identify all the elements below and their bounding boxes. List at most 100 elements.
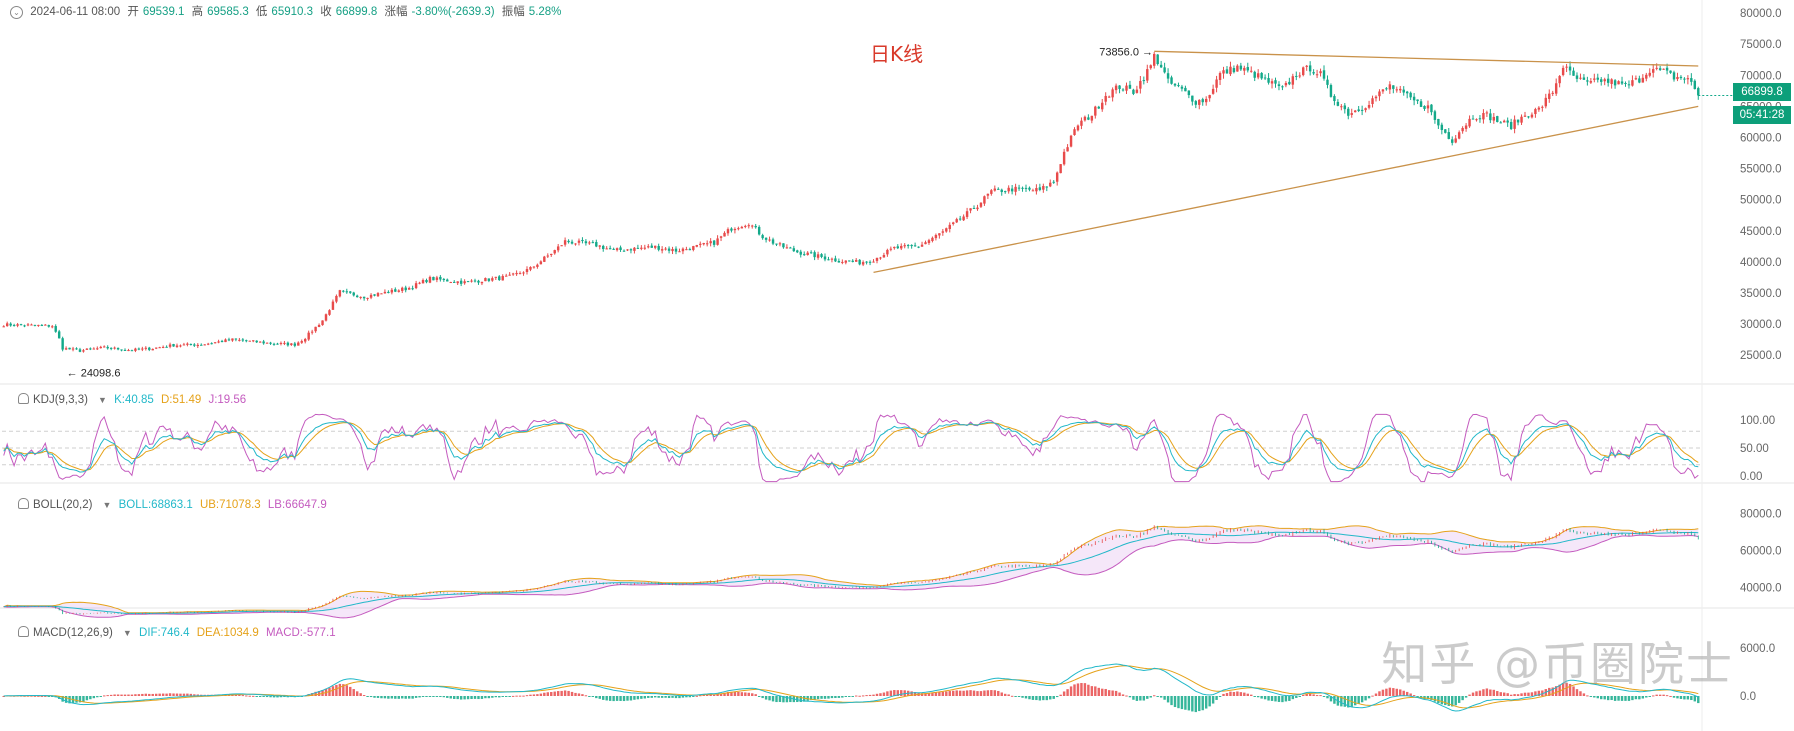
candle-body <box>903 245 906 247</box>
macd-hist-bar <box>522 695 525 697</box>
macd-hist-bar <box>653 696 657 698</box>
macd-hist-bar <box>761 696 764 699</box>
macd-hist-bar <box>1218 696 1222 697</box>
candle-body <box>567 240 570 243</box>
macd-dif: DIF:746.4 <box>139 627 190 639</box>
candle-body <box>633 247 636 251</box>
candle-body <box>1662 68 1665 70</box>
candle-body <box>941 231 945 233</box>
candle-body <box>699 243 702 245</box>
kdj-legend[interactable]: KDJ(9,3,3) ▼ K:40.85 D:51.49 J:19.56 <box>18 393 250 406</box>
macd-hist-bar <box>1083 683 1087 696</box>
macd-hist-bar <box>1153 695 1156 697</box>
candle-body <box>210 343 213 345</box>
candle-body <box>906 245 910 247</box>
macd-legend[interactable]: MACD(12,26,9) ▼ DIF:746.4 DEA:1034.9 MACD… <box>18 626 340 639</box>
candle-body <box>1482 113 1485 120</box>
macd-hist-bar <box>764 696 768 700</box>
macd-hist-bar <box>92 696 96 699</box>
macd-hist-bar <box>1385 688 1388 696</box>
collapse-icon[interactable]: ⌄ <box>10 6 23 19</box>
kdj-k-line <box>3 421 1699 473</box>
alert-bell-icon[interactable] <box>18 498 29 509</box>
candle-body <box>1589 81 1593 83</box>
candle-body <box>1610 79 1613 84</box>
candle-body <box>1191 95 1194 102</box>
kdj-d-line <box>3 422 1699 472</box>
macd-hist-bar <box>161 693 165 696</box>
candle-body <box>193 344 196 346</box>
alert-bell-icon[interactable] <box>18 626 29 637</box>
candle-body <box>390 289 394 293</box>
alert-bell-icon[interactable] <box>18 393 29 404</box>
candle-body <box>428 276 432 283</box>
macd-hist-bar <box>1045 696 1049 701</box>
candle-body <box>681 248 685 252</box>
dropdown-arrow-icon[interactable]: ▼ <box>122 628 132 638</box>
macd-hist-bar <box>1617 696 1620 701</box>
candle-body <box>189 344 193 346</box>
macd-hist-bar <box>1461 696 1464 701</box>
macd-hist-bar <box>1225 693 1229 696</box>
macd-hist-bar <box>1520 693 1523 696</box>
candle-body <box>1114 85 1118 91</box>
candle-body <box>64 348 68 350</box>
candle-body <box>709 241 712 244</box>
candle-body <box>1548 93 1551 99</box>
macd-hist-bar <box>640 696 643 699</box>
candle-body <box>1395 89 1398 91</box>
macd-hist-bar <box>615 696 619 701</box>
candle-body <box>224 339 227 343</box>
dropdown-arrow-icon[interactable]: ▼ <box>97 395 107 405</box>
candle-body <box>328 310 331 315</box>
macd-hist-bar <box>709 694 712 696</box>
candle-body <box>1153 53 1156 66</box>
macd-hist-bar <box>1000 692 1003 696</box>
candle-body <box>868 261 872 263</box>
candle-body <box>435 277 439 280</box>
macd-hist-bar <box>85 696 89 701</box>
candle-body <box>380 293 383 295</box>
macd-hist-bar <box>473 696 477 699</box>
macd-hist-bar <box>23 695 26 697</box>
macd-hist-bar <box>1430 696 1433 700</box>
dropdown-arrow-icon[interactable]: ▼ <box>102 500 112 510</box>
macd-hist-bar <box>955 690 958 696</box>
macd-hist-bar <box>588 696 591 697</box>
macd-dea: DEA:1034.9 <box>196 627 259 639</box>
candle-body <box>1399 88 1402 91</box>
candle-body <box>1520 116 1523 123</box>
macd-hist-bar <box>1118 692 1121 696</box>
macd-hist-bar <box>1215 696 1218 700</box>
macd-hist-bar <box>1690 696 1693 701</box>
macd-hist-bar <box>886 691 889 696</box>
candle-body <box>872 261 875 263</box>
candle-body <box>1104 95 1107 102</box>
macd-hist-bar <box>1031 696 1035 700</box>
candle-body <box>757 226 761 235</box>
candle-body <box>809 252 813 254</box>
macd-hist-bar <box>1340 696 1343 707</box>
candle-body <box>1627 84 1631 86</box>
candle-body <box>1260 72 1263 79</box>
macd-hist-bar <box>1319 695 1322 697</box>
macd-hist-bar <box>1166 696 1170 703</box>
macd-hist-bar <box>945 691 948 696</box>
candle-body <box>1315 74 1319 76</box>
macd-hist-bar <box>1457 696 1461 703</box>
macd-hist-bar <box>1672 696 1676 698</box>
macd-hist-bar <box>941 691 945 696</box>
candle-body <box>449 282 452 284</box>
macd-hist-bar <box>1170 696 1173 706</box>
macd-hist-bar <box>1638 696 1641 700</box>
macd-hist-bar <box>1641 696 1645 699</box>
candle-body <box>366 297 369 299</box>
macd-hist-bar <box>1236 691 1239 696</box>
macd-hist-bar <box>796 696 799 703</box>
boll-legend[interactable]: BOLL(20,2) ▼ BOLL:68863.1 UB:71078.3 LB:6… <box>18 498 331 511</box>
candle-body <box>1201 99 1204 103</box>
macd-hist-bar <box>113 694 116 696</box>
kdj-k: K:40.85 <box>114 394 154 406</box>
macd-hist-bar <box>245 695 248 697</box>
candle-body <box>1606 78 1610 83</box>
